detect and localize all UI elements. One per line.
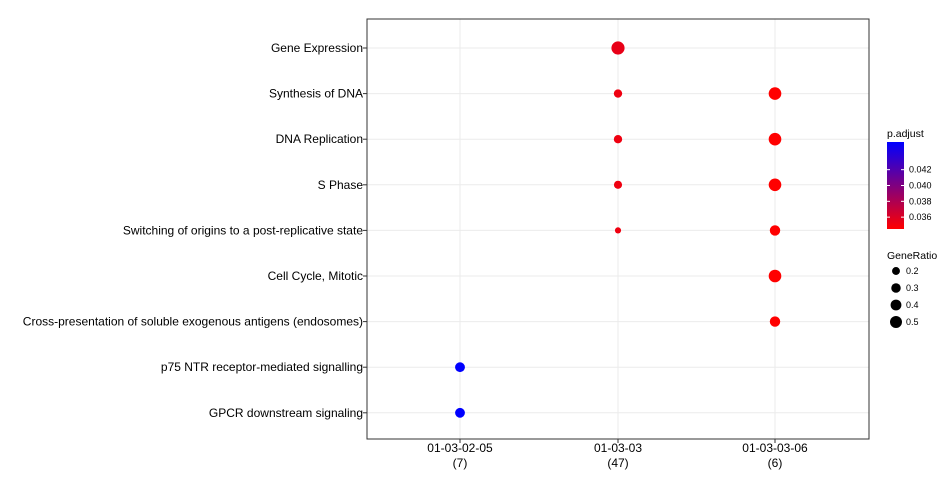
point-01-03-03-synthesis-of-dna <box>613 89 623 98</box>
x-tick-label-01-03-03: 01-03-03 <box>594 441 642 455</box>
color-legend-title: p.adjust <box>887 128 924 140</box>
y-tick-label-s-phase: S Phase <box>318 178 364 192</box>
color-legend-label: 0.036 <box>909 212 932 222</box>
y-tick-label-cross-presentation-of-soluble-exogenous-antigens-endosomes: Cross-presentation of soluble exogenous … <box>23 315 363 329</box>
size-legend-key <box>890 316 902 328</box>
point-01-03-02-05-gpcr-downstream-signaling <box>455 407 465 418</box>
point-01-03-03-gene-expression <box>611 41 625 55</box>
y-tick-label-dna-replication: DNA Replication <box>276 132 363 146</box>
size-legend-label: 0.5 <box>906 317 919 327</box>
color-legend-bar <box>887 142 904 229</box>
point-01-03-03-06-dna-replication <box>768 132 782 146</box>
x-tick-count-01-03-02-05: (7) <box>453 456 468 470</box>
point-01-03-03-06-cross-presentation-of-soluble-exogenous-antigens-endosomes <box>769 316 781 327</box>
x-tick-label-01-03-03-06: 01-03-03-06 <box>742 441 808 455</box>
size-legend-label: 0.2 <box>906 266 919 276</box>
color-legend-label: 0.040 <box>909 181 932 191</box>
x-tick-count-01-03-03: (47) <box>607 456 628 470</box>
size-legend-key <box>891 283 901 293</box>
point-01-03-03-s-phase <box>613 180 623 189</box>
size-legend-key <box>892 267 900 275</box>
size-legend-title: GeneRatio <box>887 250 937 262</box>
x-tick-count-01-03-03-06: (6) <box>768 456 783 470</box>
point-01-03-03-dna-replication <box>613 135 623 144</box>
point-01-03-03-06-synthesis-of-dna <box>768 87 782 100</box>
point-01-03-03-06-cell-cycle-mitotic <box>768 269 782 283</box>
point-01-03-02-05-p75-ntr-receptor-mediated-signalling <box>455 362 465 373</box>
y-tick-label-cell-cycle-mitotic: Cell Cycle, Mitotic <box>268 269 363 283</box>
y-tick-label-switching-of-origins-to-a-post-replicative-state: Switching of origins to a post-replicati… <box>123 223 363 237</box>
y-tick-label-p75-ntr-receptor-mediated-signalling: p75 NTR receptor-mediated signalling <box>161 360 363 374</box>
y-tick-label-gene-expression: Gene Expression <box>271 41 363 55</box>
point-01-03-03-06-switching-of-origins-to-a-post-replicative-state <box>769 225 781 236</box>
point-01-03-03-switching-of-origins-to-a-post-replicative-state <box>614 227 622 234</box>
plot-area: Gene Expression Synthesis of DNA DNA Repli… <box>23 18 870 470</box>
y-tick-label-synthesis-of-dna: Synthesis of DNA <box>269 87 363 101</box>
size-legend-label: 0.3 <box>906 283 919 293</box>
size-legend-key <box>890 299 902 311</box>
x-tick-label-01-03-02-05: 01-03-02-05 <box>427 441 493 455</box>
point-01-03-03-06-s-phase <box>768 178 782 192</box>
color-legend-label: 0.042 <box>909 165 932 175</box>
legend: p.adjust 0.042 0.040 0.038 0.036 GeneRatio 0.2… <box>887 128 937 328</box>
color-legend-label: 0.038 <box>909 196 932 206</box>
y-tick-label-gpcr-downstream-signaling: GPCR downstream signaling <box>209 406 363 420</box>
size-legend-label: 0.4 <box>906 300 919 310</box>
